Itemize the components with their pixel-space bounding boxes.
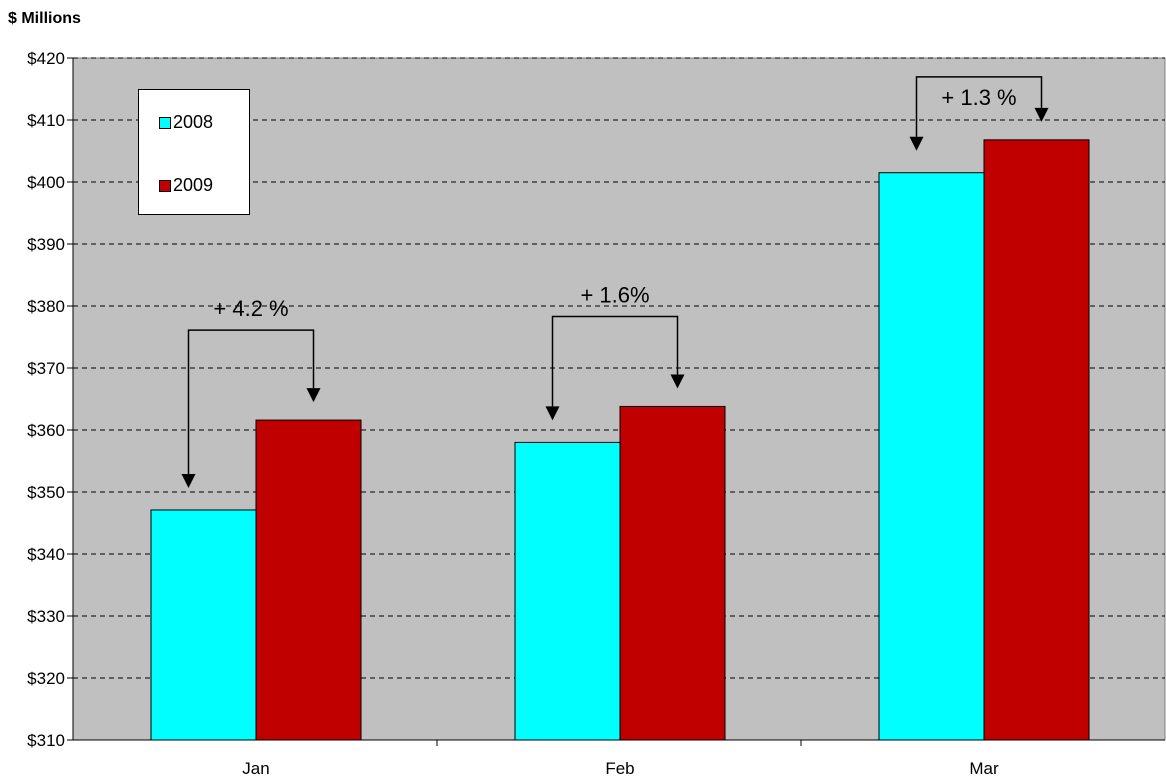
- y-tick-label: $310: [27, 731, 65, 750]
- y-tick-label: $360: [27, 421, 65, 440]
- y-tick-label: $420: [27, 49, 65, 68]
- bar-2008-feb: [514, 441, 621, 741]
- annotation-bracket: [915, 76, 1043, 137]
- y-tick-label: $410: [27, 111, 65, 130]
- y-tick-label: $370: [27, 359, 65, 378]
- annotation-bracket: [187, 329, 315, 474]
- legend-label-2009: 2009: [173, 175, 214, 195]
- annotation-arrow: [909, 136, 924, 151]
- bar-2009-mar: [983, 139, 1090, 741]
- legend-item-2009: 2009: [159, 175, 213, 196]
- y-tick-label: $320: [27, 669, 65, 688]
- x-tick-label: Jan: [242, 759, 269, 778]
- legend-item-2008: 2008: [159, 112, 213, 133]
- annotation-bracket: [551, 315, 679, 407]
- annotation-arrow: [545, 406, 560, 421]
- y-tick-label: $330: [27, 607, 65, 626]
- bar-2009-feb: [619, 405, 726, 741]
- y-axis-title: $ Millions: [8, 10, 81, 27]
- bar-2008-mar: [878, 172, 985, 741]
- bar-2009-jan: [255, 419, 362, 741]
- annotation-label: + 1.6%: [580, 282, 649, 307]
- annotation-label: + 1.3 %: [941, 85, 1016, 110]
- legend: 2008 2009: [138, 89, 250, 215]
- y-tick-label: $350: [27, 483, 65, 502]
- annotation-arrow: [670, 374, 685, 389]
- annotation-arrow: [306, 388, 321, 403]
- legend-label-2008: 2008: [173, 112, 214, 132]
- y-tick-label: $340: [27, 545, 65, 564]
- x-tick-label: Mar: [969, 759, 999, 778]
- x-tick-label: Feb: [605, 759, 634, 778]
- y-tick-label: $390: [27, 235, 65, 254]
- annotation-arrow: [181, 473, 196, 488]
- legend-swatch-2009: [159, 179, 171, 192]
- legend-swatch-2008: [159, 116, 171, 129]
- annotation-label: + 4.2 %: [213, 296, 288, 321]
- annotation-arrow: [1034, 107, 1049, 122]
- y-tick-label: $400: [27, 173, 65, 192]
- y-tick-label: $380: [27, 297, 65, 316]
- bar-2008-jan: [150, 509, 257, 741]
